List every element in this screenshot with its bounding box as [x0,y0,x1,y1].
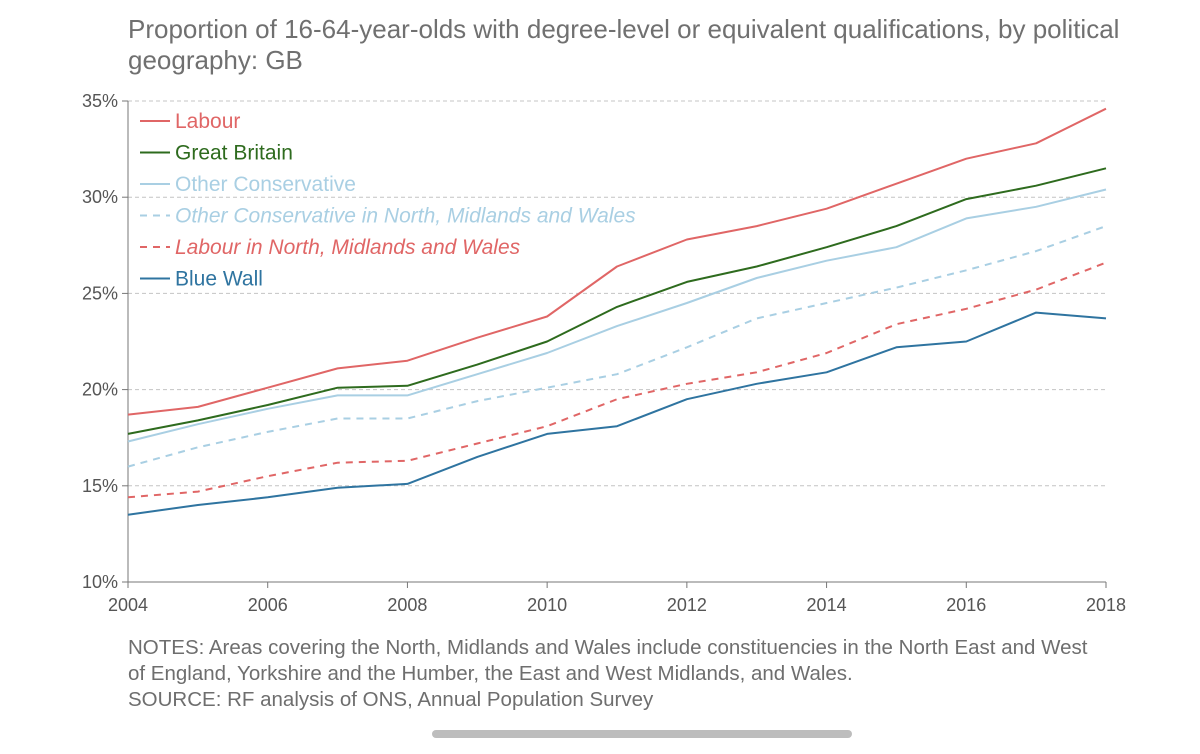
chart-notes: NOTES: Areas covering the North, Midland… [128,635,1168,713]
y-tick-label: 35% [82,91,118,111]
x-tick-label: 2012 [667,595,707,615]
y-tick-label: 15% [82,476,118,496]
x-axis: 2004 2006 2008 2010 2012 2014 2016 2018 [108,100,1126,615]
legend-label: Labour in North, Midlands and Wales [175,236,521,259]
series-line-0 [127,107,1107,416]
series-line-3 [127,225,1107,468]
x-tick-label: 2008 [387,595,427,615]
series-line-5 [127,311,1107,516]
series-lines [127,107,1107,516]
notes-line-2: of England, Yorkshire and the Humber, th… [128,662,853,685]
x-tick-label: 2018 [1086,595,1126,615]
y-tick-label: 25% [82,283,118,303]
series-line-1 [127,167,1107,435]
gridlines [128,100,1106,487]
horizontal-scrollbar[interactable] [432,730,852,738]
x-tick-label: 2014 [807,595,847,615]
notes-line-1: NOTES: Areas covering the North, Midland… [128,636,1088,659]
legend-label: Blue Wall [175,268,263,291]
x-tick-label: 2016 [946,595,986,615]
legend: Labour Great Britain Other Conservative Oth… [140,110,636,291]
y-tick-label: 30% [82,187,118,207]
y-tick-label: 20% [82,380,118,400]
legend-label: Great Britain [175,142,293,165]
series-line-2 [127,188,1107,443]
line-chart: 10%15%20%25%30%35% 2004 2006 2008 2010 2012 2… [82,91,1126,615]
legend-label: Other Conservative [175,173,356,196]
series-line-4 [127,261,1107,499]
y-axis-ticks: 10% 15% 20% 25% 30% 35% [82,91,118,592]
source-line: SOURCE: RF analysis of ONS, Annual Popul… [128,688,654,711]
legend-label: Other Conservative in North, Midlands an… [175,205,636,228]
x-tick-label: 2006 [248,595,288,615]
legend-label: Labour [175,110,240,133]
x-tick-label: 2010 [527,595,567,615]
chart-title: Proportion of 16-64-year-olds with degre… [128,14,1120,75]
y-tick-label: 10% [82,572,118,592]
x-tick-label: 2004 [108,595,148,615]
